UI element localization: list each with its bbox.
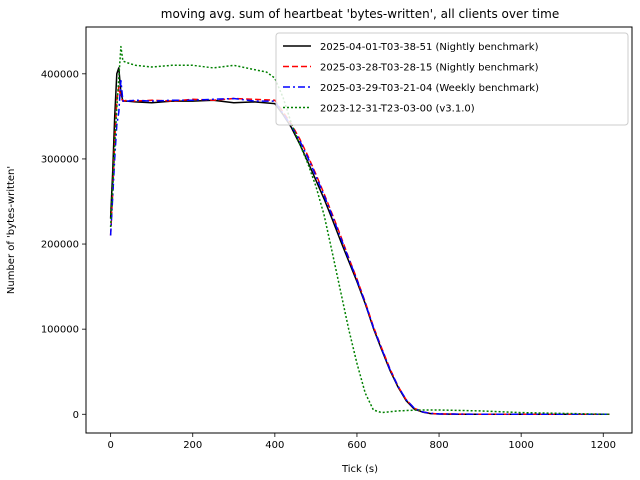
chart-title: moving avg. sum of heartbeat 'bytes-writ… [161,7,559,21]
x-tick-label: 400 [265,440,284,451]
legend-entry: 2025-04-01-T03-38-51 (Nightly benchmark) [320,42,539,53]
x-tick-label: 1200 [591,440,616,451]
y-tick-label: 400000 [41,69,79,80]
legend-entry: 2025-03-28-T03-28-15 (Nightly benchmark) [320,63,539,74]
x-axis: 0 200 400 600 800 1000 1200 [107,433,616,451]
y-axis-label: Number of 'bytes-written' [6,166,17,294]
y-tick-label: 100000 [41,325,79,336]
legend: 2025-04-01-T03-38-51 (Nightly benchmark)… [275,32,629,126]
x-tick-label: 600 [347,440,366,451]
x-tick-label: 0 [107,440,113,451]
legend-entry: 2025-03-29-T03-21-04 (Weekly benchmark) [320,83,539,94]
y-axis: 0 100000 200000 300000 400000 [41,69,86,421]
x-tick-label: 200 [183,440,202,451]
series-line-3 [109,79,610,416]
x-tick-label: 800 [430,440,449,451]
legend-entry: 2023-12-31-T23-03-00 (v3.1.0) [320,104,475,115]
x-tick-label: 1000 [508,440,533,451]
series-layer [109,45,610,416]
legend-box [275,32,629,126]
y-tick-label: 300000 [41,154,79,165]
y-tick-label: 200000 [41,240,79,251]
x-axis-label: Tick (s) [341,464,378,475]
y-tick-label: 0 [73,410,79,421]
